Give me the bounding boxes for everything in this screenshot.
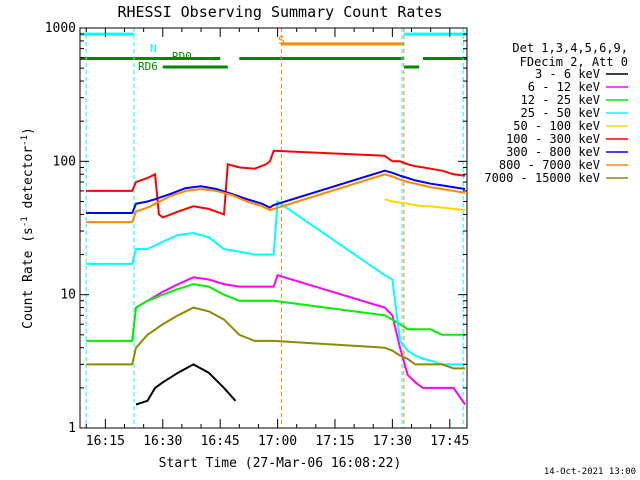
y-tick-label: 10 <box>60 288 76 303</box>
x-axis: 16:15 16:30 16:45 17:00 17:15 17:30 17:45 <box>85 28 469 449</box>
y-tick-label: 100 <box>53 154 76 169</box>
flag-label-n: N <box>150 42 157 55</box>
legend-entry-label: 12 - 25 keV <box>521 93 600 107</box>
plot-frame <box>79 27 468 429</box>
y-axis-label: Count Rate (s-1 detector-1) <box>20 127 36 329</box>
legend-entry-label: 25 - 50 keV <box>521 106 600 120</box>
x-tick-label: 16:30 <box>143 434 182 449</box>
series-line-4 <box>384 198 466 212</box>
y-tick-label: 1 <box>68 421 76 436</box>
y-axis-label-part-4: ) <box>21 127 36 135</box>
x-axis-label: Start Time (27-Mar-06 16:08:22) <box>159 456 402 471</box>
legend-header-line-2: FDecim 2, Att 0 <box>520 55 628 69</box>
y-tick-label: 1000 <box>45 21 76 36</box>
series-line-1 <box>135 273 466 406</box>
series-line-5 <box>86 149 466 219</box>
y-axis: 1 10 100 1000 <box>45 21 467 436</box>
flag-label-rd0: RD0 <box>172 50 192 63</box>
y-axis-label-part-0: Count Rate (s <box>21 227 36 329</box>
series-lines <box>86 149 466 406</box>
legend-entry-label: 50 - 100 keV <box>513 119 600 133</box>
x-tick-label: 17:15 <box>315 434 354 449</box>
series-line-8 <box>86 306 466 370</box>
legend-entry-label: 7000 - 15000 keV <box>484 171 600 185</box>
footer-date: 14-Oct-2021 13:00 <box>544 467 636 477</box>
vertical-markers <box>85 28 464 428</box>
series-line-3 <box>86 199 466 366</box>
flag-label-s: S <box>278 34 285 47</box>
legend: Det 1,3,4,5,6,9, FDecim 2, Att 0 3 - 6 k… <box>484 41 628 185</box>
legend-entry-label: 3 - 6 keV <box>535 67 600 81</box>
legend-entry-label: 6 - 12 keV <box>528 80 600 94</box>
series-line-0 <box>135 363 237 406</box>
x-tick-label: 17:30 <box>373 434 412 449</box>
legend-entry-label: 800 - 7000 keV <box>499 158 600 172</box>
legend-entry-label: 300 - 800 keV <box>506 145 600 159</box>
legend-header-line-1: Det 1,3,4,5,6,9, <box>512 41 628 55</box>
flag-label-rd6: RD6 <box>138 60 158 73</box>
chart-title: RHESSI Observing Summary Count Rates <box>117 3 442 21</box>
y-axis-label-part-2: detector <box>21 146 36 217</box>
x-tick-label: 17:00 <box>258 434 297 449</box>
x-tick-label: 16:45 <box>201 434 240 449</box>
y-axis-label-part-3: -1 <box>20 135 30 146</box>
x-tick-label: 17:45 <box>430 434 469 449</box>
series-line-7 <box>86 173 466 224</box>
series-line-6 <box>86 169 466 214</box>
flag-bars: N S RD0 RD6 <box>80 32 467 73</box>
x-tick-label: 16:15 <box>86 434 125 449</box>
series-line-2 <box>86 283 466 342</box>
y-axis-label-part-1: -1 <box>20 216 30 227</box>
legend-entry-label: 100 - 300 keV <box>506 132 600 146</box>
